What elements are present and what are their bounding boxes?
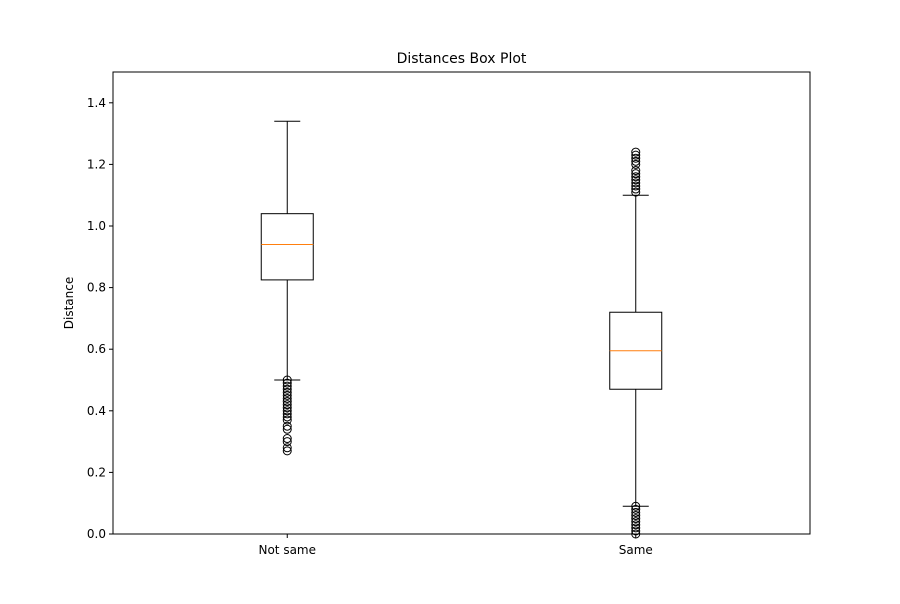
outlier-point (282, 409, 292, 419)
outlier-point (282, 443, 292, 453)
outlier-point (631, 150, 641, 160)
outlier-point (282, 421, 292, 431)
outlier-point (282, 412, 292, 422)
outlier-point (631, 172, 641, 182)
outlier-point (631, 147, 641, 157)
outlier-point (631, 501, 641, 511)
marks-layer (260, 120, 663, 539)
box-group-0 (260, 120, 314, 456)
outlier-point (282, 397, 292, 407)
outlier-point (282, 375, 292, 385)
outlier-point (631, 181, 641, 191)
x-tick-label: Not same (258, 543, 316, 557)
outlier-point (282, 434, 292, 444)
y-tick-label: 0.4 (87, 404, 106, 418)
y-tick-label: 0.6 (87, 342, 106, 356)
outlier-point (631, 507, 641, 517)
outlier-point (631, 156, 641, 166)
y-tick-label: 1.0 (87, 219, 106, 233)
outlier-point (282, 415, 292, 425)
outlier-point (282, 437, 292, 447)
outlier-point (631, 175, 641, 185)
outlier-point (631, 166, 641, 176)
chart-title: Distances Box Plot (397, 51, 527, 67)
outlier-point (631, 187, 641, 197)
x-tick-label: Same (619, 543, 653, 557)
y-tick-label: 0.8 (87, 281, 106, 295)
outlier-point (631, 511, 641, 521)
axis-layer: 0.0 0.2 0.4 0.6 0.8 1.0 1.2 1.4 Not same Same (87, 71, 811, 557)
outlier-point (282, 446, 292, 456)
outlier-point (282, 384, 292, 394)
outlier-point (282, 381, 292, 391)
outlier-point (631, 520, 641, 530)
outlier-point (282, 390, 292, 400)
y-tick-label: 0.0 (87, 527, 106, 541)
outlier-point (282, 400, 292, 410)
outlier-point (282, 387, 292, 397)
outlier-point (282, 378, 292, 388)
outlier-point (282, 403, 292, 413)
outlier-point (282, 393, 292, 403)
iqr-box (260, 213, 314, 281)
outlier-point (282, 424, 292, 434)
outlier-point (631, 184, 641, 194)
outlier-point (631, 517, 641, 527)
y-tick-label: 1.2 (87, 157, 106, 171)
outlier-point (631, 523, 641, 533)
box-group-1 (609, 147, 663, 539)
y-axis-label: Distance (62, 277, 76, 329)
plot-frame (112, 71, 811, 535)
y-tick-label: 1.4 (87, 96, 106, 110)
outlier-point (631, 178, 641, 188)
outlier-point (631, 169, 641, 179)
outlier-point (282, 406, 292, 416)
outlier-point (631, 153, 641, 163)
outlier-point (631, 514, 641, 524)
outlier-point (631, 159, 641, 169)
y-tick-label: 0.2 (87, 465, 106, 479)
outlier-point (631, 504, 641, 514)
